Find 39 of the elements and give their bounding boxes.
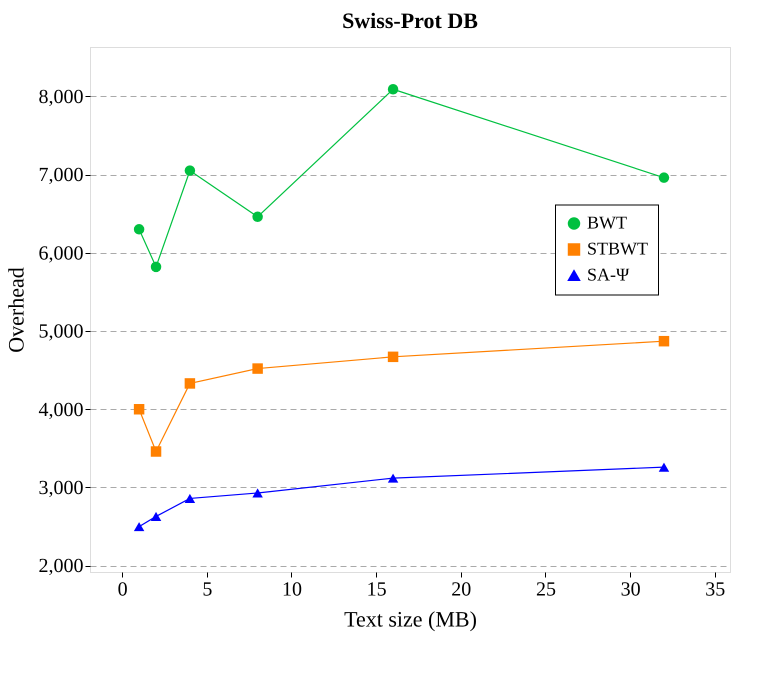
- chart-title: Swiss-Prot DB: [342, 8, 478, 33]
- x-tick-label: 0: [118, 578, 128, 600]
- point: [388, 474, 398, 483]
- legend-label: SA-Ψ: [587, 264, 630, 284]
- y-tick-label: 4,000: [38, 398, 84, 421]
- y-tick-label: 3,000: [38, 477, 84, 499]
- x-tick-label: 20: [451, 578, 472, 600]
- point: [388, 352, 398, 362]
- point: [252, 212, 263, 222]
- point: [134, 522, 144, 532]
- point: [184, 378, 196, 389]
- point: [184, 494, 196, 503]
- y-tick-label: 8,000: [38, 86, 84, 108]
- point: [388, 84, 398, 94]
- point: [252, 488, 263, 498]
- point: [184, 165, 196, 176]
- point: [150, 512, 162, 521]
- y-tick-label: 5,000: [38, 320, 84, 343]
- x-tick-label: 15: [366, 578, 387, 600]
- point: [658, 172, 670, 183]
- point: [134, 224, 144, 235]
- point: [150, 262, 162, 272]
- y-tick-label: 6,000: [38, 242, 84, 264]
- y-tick-label: 7,000: [38, 164, 84, 186]
- point: [658, 336, 670, 346]
- y-tick-label: 2,000: [38, 555, 84, 578]
- x-tick-label: 25: [536, 578, 556, 600]
- point: [134, 404, 144, 414]
- legend-label: STBWT: [587, 238, 648, 258]
- x-tick-label: 30: [620, 578, 641, 600]
- point: [150, 446, 162, 457]
- y-axis-title: Overhead: [4, 267, 28, 353]
- legend-label: BWT: [587, 212, 627, 232]
- point: [252, 363, 263, 374]
- x-tick-label: 5: [202, 578, 212, 600]
- x-tick-label: 10: [282, 578, 302, 600]
- point: [658, 462, 670, 472]
- x-tick-label: 35: [705, 578, 726, 600]
- x-axis-title: Text size (MB): [344, 606, 477, 632]
